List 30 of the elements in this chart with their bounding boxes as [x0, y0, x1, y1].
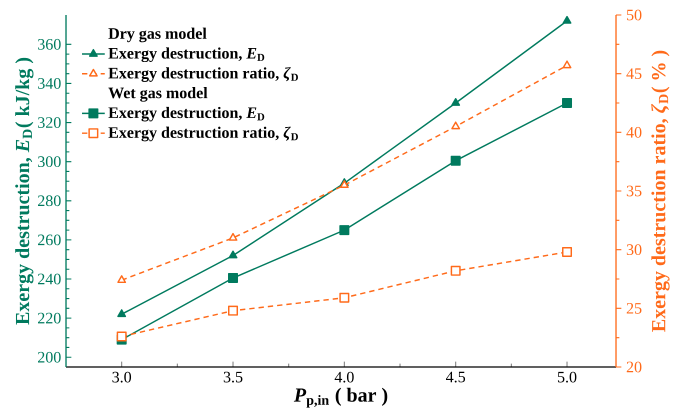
y2-axis-title: Exergy destruction ratio, ζ$_{D}$( % ) [651, 50, 670, 332]
y-tick-label: 320 [38, 117, 61, 128]
legend-label: Exergy destruction, E$_{D}$ [108, 47, 264, 62]
y-tick-label: 300 [38, 156, 61, 168]
y2-tick-label: 45 [626, 68, 642, 80]
x-tick-label: 3.5 [224, 372, 242, 383]
y-tick-label: 240 [38, 274, 61, 284]
y-axis-title: Exergy destruction, E$_{D}$( kJ/kg ) [15, 58, 34, 325]
y2-tick-label: 40 [626, 126, 642, 138]
y-tick-label: 200 [38, 352, 61, 363]
x-tick-label: 5.0 [558, 372, 576, 383]
y2-tick-label: 25 [626, 302, 642, 314]
y2-tick-label: 30 [626, 244, 642, 256]
x-tick-label: 4.5 [446, 372, 466, 382]
y-tick-label: 260 [38, 234, 61, 246]
x-axis-title: P$_{p,in}$ ( bar ) [294, 388, 388, 408]
y-tick-label: 220 [38, 312, 61, 324]
legend-label: Exergy destruction, E$_{D}$ [108, 106, 264, 122]
y-tick-label: 340 [38, 78, 61, 89]
legend-label: Exergy destruction ratio, ζ$_{D}$ [108, 126, 298, 142]
y2-tick-label: 50 [626, 10, 642, 20]
x-tick-label: 3.0 [112, 372, 132, 383]
x-tick-label: 4.0 [334, 372, 354, 383]
annotation: Wet gas model [108, 87, 208, 102]
y-tick-label: 280 [38, 195, 61, 206]
y2-tick-label: 35 [626, 186, 642, 196]
y-tick-label: 360 [38, 38, 61, 50]
y2-tick-label: 20 [626, 362, 642, 372]
legend-label: Exergy destruction ratio, ζ$_{D}$ [108, 67, 298, 82]
annotation: Dry gas model [108, 28, 207, 42]
